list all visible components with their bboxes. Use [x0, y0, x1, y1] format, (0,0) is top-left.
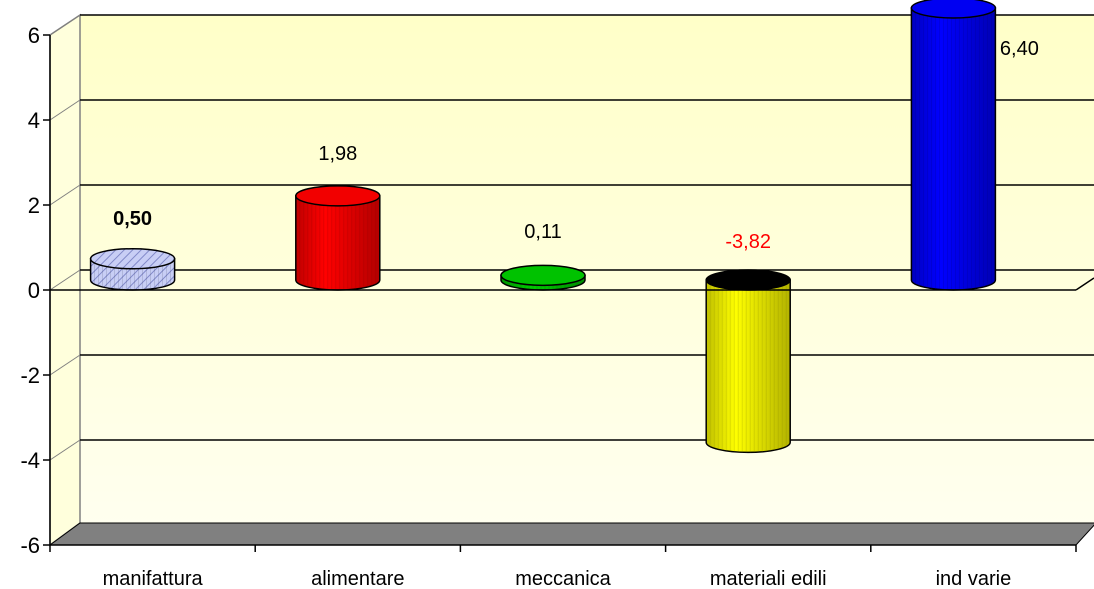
y-tick-label: 2 — [28, 193, 40, 218]
bar-cap — [705, 269, 791, 291]
data-label: 0,11 — [524, 221, 561, 243]
x-axis: manifattura alimentare meccanica materiali … — [49, 544, 1077, 589]
bar-cap — [910, 0, 997, 19]
gridline-depth — [49, 184, 81, 206]
bar-texture — [709, 284, 787, 453]
bar-body — [910, 7, 997, 291]
gridline-depth — [49, 99, 81, 121]
x-tick-label: materiali edili — [710, 568, 827, 589]
data-label: 0,50 — [113, 208, 152, 230]
x-tick-label: manifattura — [103, 568, 204, 589]
plot-area — [48, 13, 1094, 547]
zero-axis-depth — [1075, 277, 1094, 291]
bar-body — [295, 195, 381, 291]
bar — [910, 0, 997, 291]
bar — [705, 269, 791, 454]
y-axis: 6 4 2 0 -2 -4 -6 — [20, 23, 50, 558]
bar-texture — [299, 200, 377, 290]
data-label: -3,82 — [725, 231, 771, 253]
y-tick-label: 0 — [28, 278, 40, 303]
x-tick-label: meccanica — [515, 568, 611, 589]
bar — [500, 264, 586, 291]
data-label: 6,40 — [1000, 38, 1039, 60]
x-tick-label: alimentare — [311, 568, 404, 589]
bar-cap — [500, 264, 586, 287]
bar — [89, 248, 176, 291]
y-tick-label: -2 — [20, 363, 40, 388]
bar-texture — [915, 12, 992, 290]
gridline-depth — [49, 269, 81, 291]
bar — [295, 185, 381, 291]
gridline-depth — [49, 14, 81, 36]
data-label: 1,98 — [318, 143, 357, 165]
y-tick-label: 4 — [28, 108, 40, 133]
data-labels: 0,50 1,98 0,11 -3,82 6,40 — [113, 38, 1039, 253]
bars — [89, 0, 997, 454]
back-wall — [80, 15, 1094, 523]
gridline-depth — [49, 439, 81, 461]
y-tick-label: -4 — [20, 448, 40, 473]
bar-cap — [89, 248, 176, 270]
floor — [48, 522, 1094, 546]
x-tick-label: ind varie — [936, 568, 1012, 589]
gridline-depth — [49, 354, 81, 376]
bar-texture — [94, 263, 172, 290]
bar-body — [705, 279, 791, 454]
y-tick-label: -6 — [20, 533, 40, 558]
bar-cap — [295, 185, 381, 207]
y-tick-label: 6 — [28, 23, 40, 48]
